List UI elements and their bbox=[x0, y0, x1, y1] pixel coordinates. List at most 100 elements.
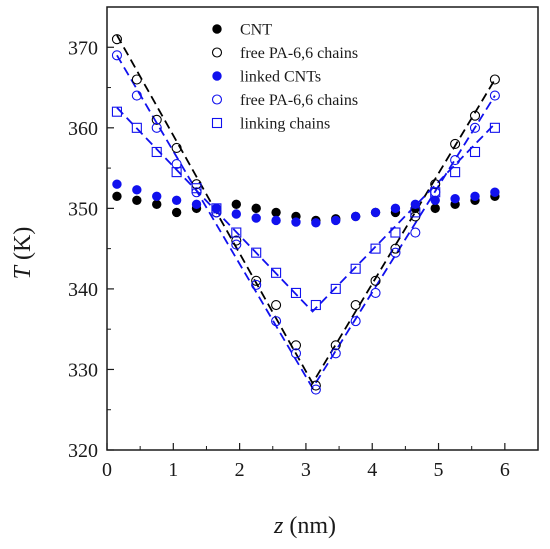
fit-lines bbox=[116, 34, 496, 390]
data-point bbox=[490, 187, 500, 197]
data-point bbox=[271, 299, 282, 311]
data-point bbox=[251, 275, 262, 286]
data-point bbox=[310, 380, 321, 391]
data-point bbox=[171, 142, 182, 154]
data-point bbox=[112, 179, 122, 189]
data-point bbox=[151, 146, 162, 158]
legend-marker bbox=[212, 24, 222, 34]
data-point bbox=[350, 263, 361, 274]
legend-label: free PA-6,6 chains bbox=[240, 92, 358, 109]
data-point bbox=[111, 50, 122, 61]
y-tick-label: 360 bbox=[68, 118, 98, 140]
data-point bbox=[231, 235, 242, 246]
data-point bbox=[469, 110, 481, 121]
data-point bbox=[390, 203, 401, 214]
data-point bbox=[231, 227, 242, 238]
data-point bbox=[171, 195, 182, 206]
data-point bbox=[231, 209, 242, 219]
data-point bbox=[450, 138, 461, 149]
data-point bbox=[489, 90, 500, 101]
data-point bbox=[152, 199, 162, 210]
data-point bbox=[291, 217, 301, 227]
data-point bbox=[469, 146, 481, 158]
data-point bbox=[251, 203, 261, 214]
data-point bbox=[131, 90, 142, 101]
data-point bbox=[470, 191, 480, 201]
y-tick-label: 330 bbox=[68, 359, 98, 381]
data-point bbox=[330, 283, 341, 294]
data-point bbox=[350, 316, 361, 327]
data-point bbox=[310, 384, 321, 395]
data-point bbox=[171, 207, 182, 218]
x-tick-label: 5 bbox=[434, 459, 444, 481]
data-point bbox=[251, 247, 262, 258]
data-point bbox=[171, 167, 182, 178]
data-point bbox=[151, 114, 162, 125]
data-point bbox=[251, 279, 262, 290]
data-point bbox=[390, 247, 401, 258]
y-tick-label: 350 bbox=[68, 198, 98, 220]
data-point bbox=[290, 287, 302, 298]
x-tick-label: 3 bbox=[301, 459, 311, 481]
data-point bbox=[151, 122, 162, 133]
legend: CNT free PA-6,6 chains linked CNTs free PA-… bbox=[211, 22, 358, 133]
data-point bbox=[489, 122, 500, 133]
data-point bbox=[131, 122, 142, 133]
data-markers bbox=[111, 34, 500, 395]
y-tick-label: 320 bbox=[68, 440, 98, 462]
data-point bbox=[231, 239, 242, 250]
legend-label: free PA-6,6 chains bbox=[240, 45, 358, 62]
legend-label: CNT bbox=[240, 22, 272, 39]
data-point bbox=[131, 74, 142, 85]
data-point bbox=[290, 340, 302, 351]
data-point bbox=[410, 227, 421, 238]
legend-label: linked CNTs bbox=[240, 69, 321, 86]
data-point bbox=[330, 348, 341, 359]
x-tick-label: 4 bbox=[367, 459, 377, 481]
data-point bbox=[489, 74, 500, 85]
data-point bbox=[132, 185, 142, 195]
data-point bbox=[370, 207, 381, 218]
data-point bbox=[132, 195, 142, 206]
data-point bbox=[410, 207, 421, 218]
data-point bbox=[410, 199, 421, 210]
data-point bbox=[469, 122, 481, 133]
data-point bbox=[191, 183, 202, 194]
data-point bbox=[310, 299, 321, 311]
data-point bbox=[350, 299, 361, 311]
data-point bbox=[450, 167, 461, 178]
data-point bbox=[390, 227, 401, 238]
data-point bbox=[430, 203, 440, 214]
x-axis-title: z (nm) bbox=[273, 513, 336, 539]
data-point bbox=[231, 199, 242, 210]
data-point bbox=[271, 215, 281, 226]
y-axis-title: T (K) bbox=[10, 227, 36, 280]
legend-marker bbox=[211, 94, 223, 105]
legend-label: linking chains bbox=[240, 116, 330, 133]
data-point bbox=[290, 348, 302, 359]
data-point bbox=[330, 340, 341, 351]
data-point bbox=[271, 316, 282, 327]
data-point bbox=[111, 34, 122, 45]
data-point bbox=[311, 218, 321, 228]
data-point bbox=[370, 243, 381, 254]
fit-line bbox=[116, 34, 496, 385]
data-point bbox=[390, 243, 401, 254]
legend-marker bbox=[211, 117, 223, 129]
data-point bbox=[191, 199, 202, 210]
fit-line bbox=[116, 107, 496, 313]
plot-frame bbox=[106, 6, 539, 451]
data-point bbox=[430, 187, 441, 198]
x-tick-label: 6 bbox=[500, 459, 510, 481]
data-point bbox=[152, 191, 162, 201]
data-point bbox=[370, 287, 381, 298]
data-point bbox=[271, 207, 281, 218]
x-tick-label: 1 bbox=[168, 459, 178, 481]
x-tick-label: 0 bbox=[102, 459, 112, 481]
fit-line bbox=[116, 54, 496, 390]
data-point bbox=[370, 275, 381, 286]
data-point bbox=[171, 159, 182, 170]
data-point bbox=[450, 193, 460, 204]
data-point bbox=[430, 179, 441, 190]
